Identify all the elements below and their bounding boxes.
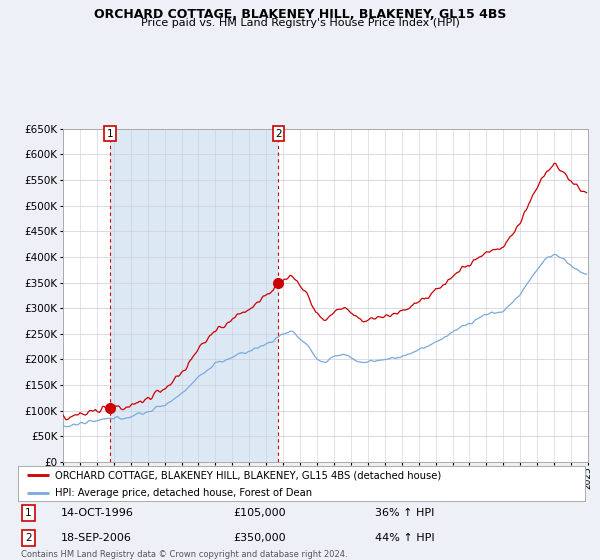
Text: Contains HM Land Registry data © Crown copyright and database right 2024.
This d: Contains HM Land Registry data © Crown c… — [21, 550, 347, 560]
Text: 14-OCT-1996: 14-OCT-1996 — [61, 508, 133, 518]
Text: 18-SEP-2006: 18-SEP-2006 — [61, 533, 131, 543]
Text: 1: 1 — [107, 129, 113, 139]
Text: 1: 1 — [25, 508, 31, 518]
Text: £350,000: £350,000 — [233, 533, 286, 543]
Text: £105,000: £105,000 — [233, 508, 286, 518]
Text: 36% ↑ HPI: 36% ↑ HPI — [375, 508, 434, 518]
Text: 2: 2 — [275, 129, 282, 139]
Text: HPI: Average price, detached house, Forest of Dean: HPI: Average price, detached house, Fore… — [55, 488, 312, 497]
Text: 44% ↑ HPI: 44% ↑ HPI — [375, 533, 435, 543]
Text: 2: 2 — [25, 533, 31, 543]
Text: Price paid vs. HM Land Registry's House Price Index (HPI): Price paid vs. HM Land Registry's House … — [140, 18, 460, 29]
Text: ORCHARD COTTAGE, BLAKENEY HILL, BLAKENEY, GL15 4BS: ORCHARD COTTAGE, BLAKENEY HILL, BLAKENEY… — [94, 8, 506, 21]
Text: ORCHARD COTTAGE, BLAKENEY HILL, BLAKENEY, GL15 4BS (detached house): ORCHARD COTTAGE, BLAKENEY HILL, BLAKENEY… — [55, 470, 441, 480]
Bar — [110, 129, 278, 462]
